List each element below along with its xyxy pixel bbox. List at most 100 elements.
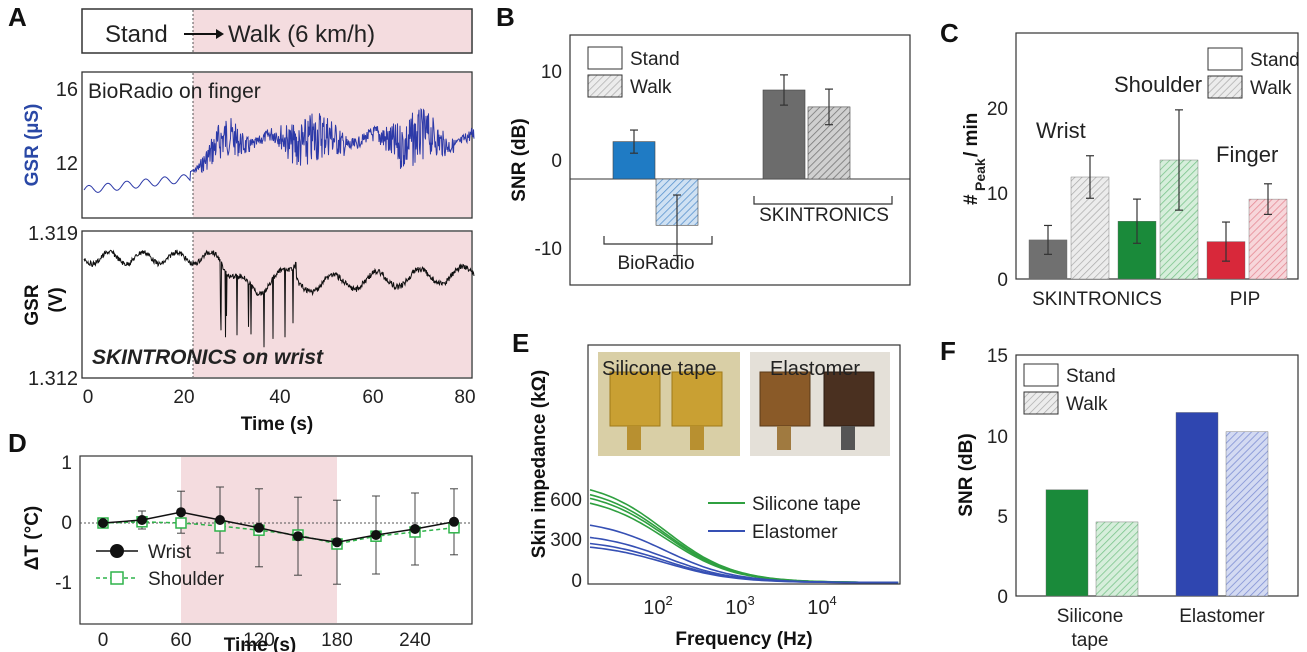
x-tick-20: 20 — [173, 387, 194, 408]
e-y-axis-label: Skin impedance (kΩ) — [529, 370, 550, 558]
skintronics-trace — [83, 249, 475, 348]
f-cat-elastomer: Elastomer — [1179, 606, 1265, 627]
panel-c-label: C — [940, 18, 959, 48]
x-ticks-a: 0 20 40 60 80 — [83, 387, 476, 408]
panel-e-curves — [589, 489, 899, 584]
panel-b-bars — [612, 74, 851, 257]
b-y-axis-label: SNR (dB) — [509, 118, 530, 201]
c-tick-20: 20 — [987, 99, 1008, 120]
panel-a-label: A — [8, 2, 27, 32]
e-inset-elastomer-photo — [750, 352, 890, 456]
x-tick-80: 80 — [454, 387, 475, 408]
c-tick-0: 0 — [997, 270, 1008, 291]
panel-c-bars — [1028, 109, 1288, 280]
f-bar-1-walk — [1225, 431, 1269, 597]
d-x-120: 120 — [243, 630, 275, 651]
e-curve-elastomer-3 — [589, 546, 899, 584]
f-tick-10: 10 — [987, 427, 1008, 448]
d-tick-neg1: -1 — [55, 573, 72, 594]
panel-a: A Stand Walk (6 km/h) BioRadio on finger… — [8, 2, 476, 435]
c-y-axis-label: # Peak / min — [961, 113, 988, 205]
c-cat-wrist: Wrist — [1036, 118, 1086, 143]
bottom-tick-high: 1.319 — [28, 223, 78, 245]
walk-shade-banner — [193, 10, 471, 52]
panel-c: C 20 10 0 # Peak / min Stand Walk Wrist … — [940, 18, 1300, 310]
d-wrist-point — [254, 522, 264, 533]
b-group-bioradio: BioRadio — [617, 253, 694, 274]
f-y-axis-label: SNR (dB) — [956, 433, 977, 516]
b-legend-walk-swatch — [587, 74, 623, 98]
e-curve-elastomer-1 — [589, 536, 899, 584]
bioradio-trace — [83, 108, 475, 193]
f-tick-5: 5 — [997, 507, 1008, 528]
e-tick-300: 300 — [550, 530, 582, 551]
d-wrist-point — [176, 507, 186, 518]
x-ticks-d: 0 60 120 180 240 — [98, 630, 431, 651]
x-tick-0: 0 — [83, 387, 94, 408]
f-tick-15: 15 — [987, 346, 1008, 367]
d-wrist-line — [102, 511, 455, 543]
d-wrist-point — [293, 531, 303, 542]
panel-e-label: E — [512, 328, 529, 358]
f-cat-silicone-2: tape — [1072, 630, 1109, 651]
bottom-y-axis-label-b: (V) — [46, 287, 67, 312]
top-tick-16: 16 — [56, 79, 78, 101]
e-tick-0: 0 — [571, 571, 582, 592]
b-tick-neg10: -10 — [535, 239, 562, 260]
stand-label: Stand — [105, 21, 168, 48]
f-bar-1-stand — [1175, 412, 1219, 597]
top-y-axis-label: GSR (µS) — [22, 104, 43, 187]
c-cat-shoulder: Shoulder — [1114, 72, 1202, 97]
d-wrist-point — [215, 515, 225, 525]
b-legend-stand-swatch — [587, 46, 623, 70]
d-wrist-point — [332, 537, 342, 548]
walk-label: Walk (6 km/h) — [228, 21, 375, 48]
e-inset-label-elastomer: Elastomer — [770, 358, 860, 380]
panel-d-frame — [79, 455, 473, 625]
panel-d-lines — [97, 486, 460, 585]
d-legend-wrist: Wrist — [148, 542, 192, 563]
d-legend-wrist-marker — [110, 544, 124, 558]
b-group-skintronics: SKINTRONICS — [759, 205, 889, 226]
e-x-1000: 103 — [725, 593, 754, 619]
d-wrist-point — [371, 530, 381, 540]
bottom-tick-low: 1.312 — [28, 368, 78, 390]
e-inset-silicone-photo — [598, 352, 740, 456]
panel-b-frame — [569, 34, 911, 286]
e-x-ticks: 102 103 104 — [643, 593, 836, 619]
b-bracket-bioradio — [603, 236, 713, 245]
b-tick-10: 10 — [541, 62, 562, 83]
bottom-plot-label: SKINTRONICS on wrist — [92, 346, 324, 369]
c-cat-finger: Finger — [1216, 142, 1278, 167]
c-ylabel-hash: # — [961, 194, 982, 205]
e-inset-label-silicone: Silicone tape — [602, 358, 717, 380]
f-legend-walk: Walk — [1066, 394, 1108, 415]
d-legend-shoulder: Shoulder — [148, 569, 225, 590]
top-plot-label: BioRadio on finger — [88, 80, 261, 103]
panel-d: D 1 0 -1 ΔT (°C) 0 60 120 180 240 Time (… — [8, 428, 473, 652]
f-legend-stand-swatch — [1023, 363, 1059, 387]
panel-e-frame — [587, 344, 901, 585]
panel-e: E Silicone tape Elastomer 600 300 0 Skin… — [512, 328, 901, 650]
top-tick-12: 12 — [56, 153, 78, 175]
c-ylabel-sub: Peak — [972, 158, 988, 191]
d-x-axis-label: Time (s) — [224, 635, 297, 652]
d-legend-shoulder-marker — [110, 571, 124, 585]
d-wrist-point — [410, 524, 420, 534]
panel-f-label: F — [940, 336, 956, 366]
e-legend-elastomer: Elastomer — [752, 522, 838, 543]
c-group-skintronics: SKINTRONICS — [1032, 289, 1162, 310]
x-tick-40: 40 — [269, 387, 290, 408]
f-legend-walk-swatch — [1023, 391, 1059, 415]
d-x-180: 180 — [321, 630, 353, 651]
d-x-60: 60 — [170, 630, 191, 651]
d-x-0: 0 — [98, 630, 109, 651]
b-bracket-skintronics — [753, 196, 893, 205]
e-legend-silicone: Silicone tape — [752, 494, 861, 515]
d-wrist-point — [98, 518, 108, 528]
d-x-240: 240 — [399, 630, 431, 651]
b-legend-walk: Walk — [630, 77, 672, 98]
panel-f-frame — [1015, 354, 1299, 597]
c-group-pip: PIP — [1230, 289, 1261, 310]
